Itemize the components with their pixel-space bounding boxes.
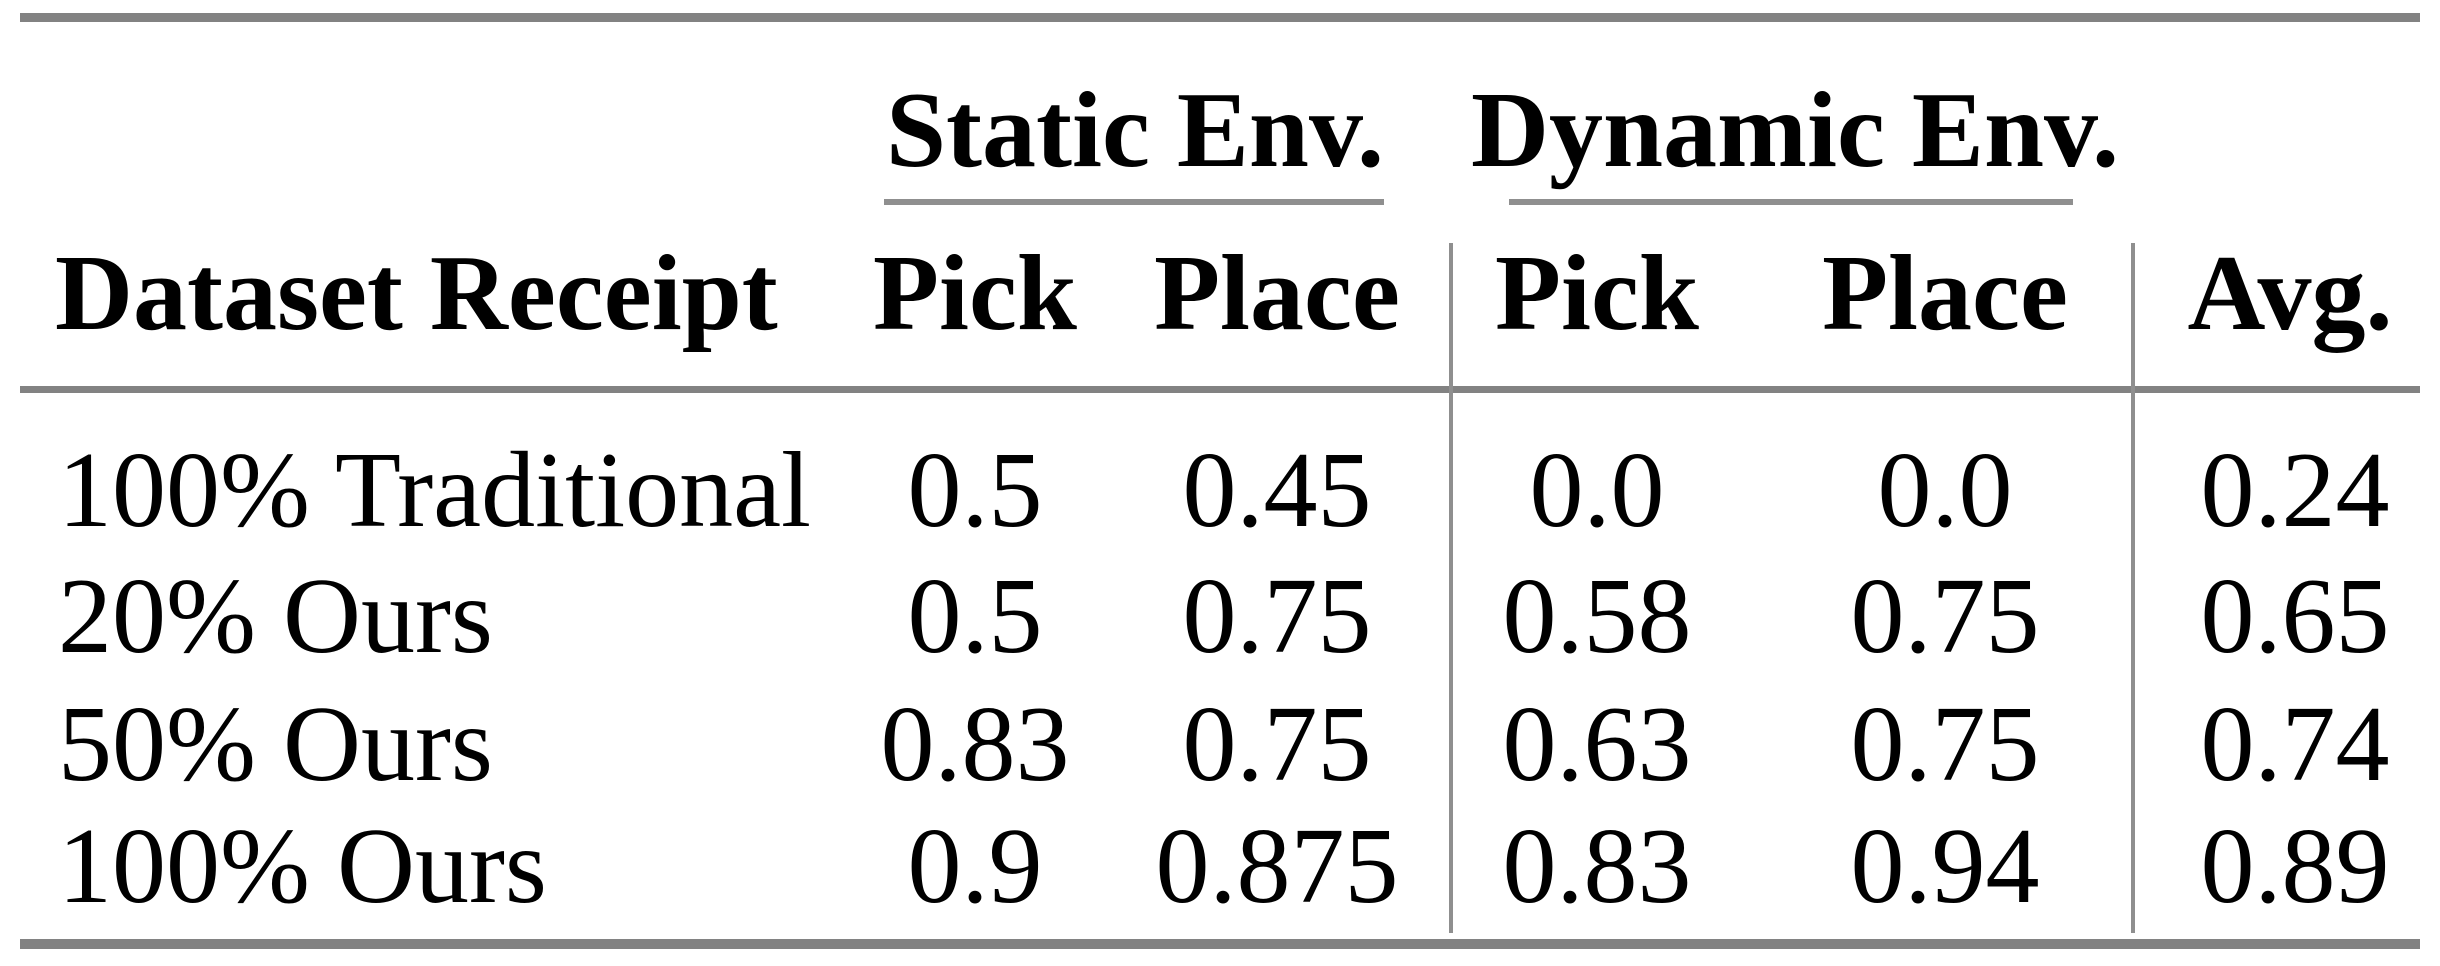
group-header-row: Static Env. Dynamic Env. [0, 55, 2440, 207]
cell-static-place: 0.75 [1182, 557, 1372, 676]
cell-avg: 0.89 [2200, 807, 2390, 926]
group-header-dynamic-env: Dynamic Env. [1470, 71, 2120, 190]
cell-static-pick: 0.83 [880, 685, 1070, 804]
top-rule [20, 13, 2420, 22]
vertical-rule-static-dynamic [1449, 243, 1453, 933]
table-row: 20% Ours 0.5 0.75 0.58 0.75 0.65 [0, 555, 2440, 679]
cell-static-place: 0.75 [1182, 685, 1372, 804]
cell-static-place: 0.45 [1182, 431, 1372, 550]
cell-static-place: 0.875 [1155, 807, 1399, 926]
table-row: 100% Traditional 0.5 0.45 0.0 0.0 0.24 [0, 429, 2440, 553]
vertical-rule-dynamic-avg [2131, 243, 2135, 933]
cell-dynamic-pick: 0.83 [1502, 807, 1692, 926]
table-row: 50% Ours 0.83 0.75 0.63 0.75 0.74 [0, 683, 2440, 807]
cell-dynamic-pick: 0.58 [1502, 557, 1692, 676]
col-header-avg: Avg. [2187, 234, 2393, 353]
cell-dynamic-place: 0.75 [1850, 685, 2040, 804]
cell-avg: 0.65 [2200, 557, 2390, 676]
cell-avg: 0.74 [2200, 685, 2390, 804]
col-header-dynamic-place: Place [1822, 234, 2068, 353]
col-header-dynamic-pick: Pick [1495, 234, 1699, 353]
cell-dynamic-place: 0.75 [1850, 557, 2040, 676]
cmidrule-static [884, 199, 1384, 205]
col-header-static-pick: Pick [873, 234, 1077, 353]
cell-dynamic-pick: 0.63 [1502, 685, 1692, 804]
column-header-row: Dataset Receipt Pick Place Pick Place Av… [0, 224, 2440, 364]
mid-rule [20, 386, 2420, 393]
cell-dynamic-pick: 0.0 [1529, 431, 1665, 550]
col-header-static-place: Place [1154, 234, 1400, 353]
cell-static-pick: 0.5 [907, 557, 1043, 676]
row-label: 100% Ours [58, 807, 547, 926]
row-label: 50% Ours [58, 685, 493, 804]
row-label: 20% Ours [58, 557, 493, 676]
row-label: 100% Traditional [58, 431, 812, 550]
cell-static-pick: 0.5 [907, 431, 1043, 550]
table-row: 100% Ours 0.9 0.875 0.83 0.94 0.89 [0, 805, 2440, 929]
group-header-static-env: Static Env. [885, 71, 1385, 190]
col-header-dataset-receipt: Dataset Receipt [55, 234, 778, 353]
bottom-rule [20, 939, 2420, 949]
cell-dynamic-place: 0.94 [1850, 807, 2040, 926]
cell-dynamic-place: 0.0 [1877, 431, 2013, 550]
cell-avg: 0.24 [2200, 431, 2390, 550]
cell-static-pick: 0.9 [907, 807, 1043, 926]
cmidrule-dynamic [1509, 199, 2073, 205]
